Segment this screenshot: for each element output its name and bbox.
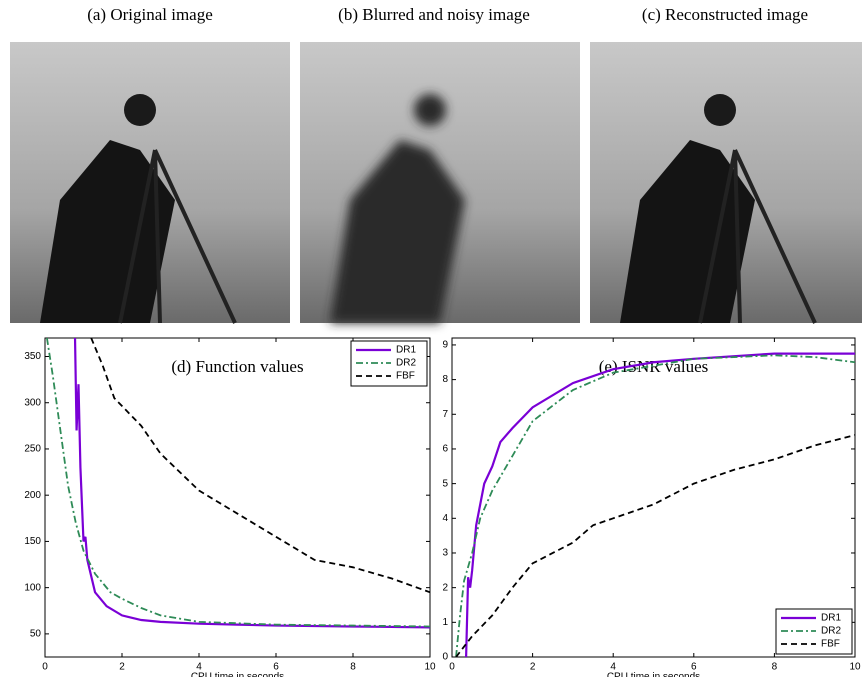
legend-label: DR1 <box>396 345 416 356</box>
image-c <box>590 42 862 323</box>
legend-label: FBF <box>396 371 415 382</box>
y-tick-label: 100 <box>24 582 41 593</box>
x-tick-label: 8 <box>350 662 356 673</box>
page: (a) Original image (b) Blurred and noisy… <box>0 0 864 677</box>
x-tick-label: 8 <box>772 662 778 673</box>
x-tick-label: 2 <box>530 662 536 673</box>
y-tick-label: 300 <box>24 397 41 408</box>
x-tick-label: 10 <box>849 662 861 673</box>
caption: (c) Reconstructed image <box>642 5 808 24</box>
caption: (b) Blurred and noisy image <box>338 5 530 24</box>
y-tick-label: 6 <box>442 444 448 455</box>
figure: (a) Original image (b) Blurred and noisy… <box>0 0 864 677</box>
y-tick-label: 9 <box>442 340 448 351</box>
y-tick-label: 50 <box>30 629 42 640</box>
x-tick-label: 0 <box>449 662 455 673</box>
y-tick-label: 7 <box>442 409 448 420</box>
y-tick-label: 8 <box>442 374 448 385</box>
y-tick-label: 0 <box>442 652 448 663</box>
chart-title: (d) Function values <box>171 357 303 376</box>
x-tick-label: 2 <box>119 662 125 673</box>
y-tick-label: 4 <box>442 513 448 524</box>
legend-label: DR2 <box>396 358 416 369</box>
caption: (a) Original image <box>87 5 213 24</box>
y-tick-label: 1 <box>442 617 448 628</box>
y-tick-label: 200 <box>24 490 41 501</box>
y-tick-label: 250 <box>24 444 41 455</box>
y-tick-label: 350 <box>24 351 41 362</box>
legend-label: DR2 <box>821 626 841 637</box>
legend-label: FBF <box>821 639 840 650</box>
legend-label: DR1 <box>821 613 841 624</box>
x-tick-label: 0 <box>42 662 48 673</box>
x-tick-label: 10 <box>424 662 436 673</box>
y-tick-label: 150 <box>24 536 41 547</box>
y-tick-label: 5 <box>442 478 448 489</box>
image-a <box>10 42 290 323</box>
y-tick-label: 3 <box>442 548 448 559</box>
x-axis-label: CPU time in seconds <box>607 672 700 677</box>
y-tick-label: 2 <box>442 582 448 593</box>
x-axis-label: CPU time in seconds <box>191 672 284 677</box>
image-b <box>300 42 580 323</box>
